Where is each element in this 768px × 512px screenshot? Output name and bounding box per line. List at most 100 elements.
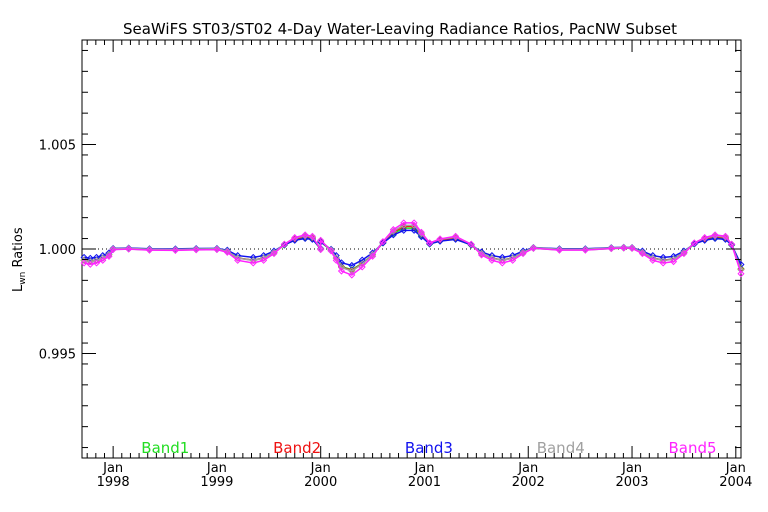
series-point: [436, 235, 444, 243]
series-point: [99, 256, 107, 264]
series-point: [498, 259, 506, 267]
x-tick-month: Jan: [413, 461, 434, 476]
series-point: [369, 252, 377, 260]
series-point: [701, 234, 709, 242]
series-point: [721, 232, 729, 240]
legend-entry-band5: Band5: [669, 439, 717, 457]
series-point: [291, 234, 299, 242]
series-point: [327, 247, 335, 255]
series-point: [728, 240, 736, 248]
series-point: [192, 246, 200, 254]
series-point: [223, 248, 231, 256]
x-tick-year: 2003: [615, 475, 648, 490]
series-point: [638, 250, 646, 258]
x-tick-month: Jan: [621, 461, 642, 476]
series-point: [628, 244, 636, 252]
series-point: [452, 232, 460, 240]
series-point: [92, 259, 101, 267]
series-layer: [80, 219, 745, 279]
series-point: [80, 259, 88, 267]
x-tick-year: 2002: [512, 475, 545, 490]
series-point: [301, 231, 309, 239]
series-point: [400, 226, 408, 234]
series-point: [680, 250, 688, 258]
x-tick-year: 2001: [408, 475, 441, 490]
series-point: [332, 256, 340, 264]
series-point: [171, 246, 179, 254]
series-point: [400, 219, 408, 227]
series-point: [607, 245, 615, 253]
y-axis: 0.995 1.000 1.005: [39, 49, 741, 449]
x-tick-year: 2004: [719, 475, 752, 490]
series-point: [410, 219, 418, 227]
series-point: [620, 244, 628, 252]
x-tick-month: Jan: [206, 461, 227, 476]
x-tick-month: Jan: [725, 461, 746, 476]
series-point: [358, 256, 366, 264]
x-axis: Jan1998Jan1999Jan2000Jan2001Jan2002Jan20…: [86, 40, 752, 490]
legend-entry-band2: Band2: [273, 439, 321, 457]
series-point: [145, 246, 153, 254]
series-point: [426, 239, 434, 247]
series-point: [358, 263, 366, 271]
series-point: [86, 260, 94, 268]
series-point: [452, 233, 460, 241]
series-point: [348, 267, 356, 275]
series-line: [83, 222, 742, 276]
series-line: [83, 224, 742, 272]
series-point: [555, 246, 563, 254]
series-point: [348, 271, 356, 279]
series-point: [680, 248, 688, 256]
series-point: [379, 238, 387, 246]
series-point: [690, 239, 698, 247]
series-point: [488, 256, 496, 264]
x-tick-year: 1999: [200, 475, 233, 490]
legend-entry-band3: Band3: [405, 439, 453, 457]
series-point: [234, 256, 242, 264]
series-point: [417, 228, 425, 236]
series-point: [410, 226, 418, 234]
legend: Band1 Band2 Band3 Band4 Band5: [141, 439, 716, 457]
series-point: [125, 245, 133, 253]
series-point: [509, 256, 517, 264]
y-tick-label: 0.995: [39, 348, 76, 363]
series-point: [529, 244, 537, 252]
legend-entry-band4: Band4: [537, 439, 585, 457]
series-point: [260, 256, 268, 264]
series-point: [659, 259, 667, 267]
series-point: [389, 227, 397, 235]
x-tick-month: Jan: [102, 461, 123, 476]
y-axis-label: Lwn Ratios: [11, 227, 28, 292]
series-point: [270, 250, 278, 258]
series-point: [317, 246, 325, 254]
x-tick-year: 1998: [97, 475, 130, 490]
x-tick-year: 2000: [304, 475, 337, 490]
series-point: [467, 240, 475, 248]
series-band3: [80, 226, 745, 269]
series-point: [249, 259, 257, 267]
series-point: [105, 252, 113, 260]
x-tick-month: Jan: [517, 461, 538, 476]
series-point: [737, 270, 745, 278]
plot-area: [80, 39, 745, 459]
x-tick-month: Jan: [310, 461, 331, 476]
series-band5: [80, 219, 745, 279]
chart-title: SeaWiFS ST03/ST02 4-Day Water-Leaving Ra…: [123, 20, 677, 38]
y-tick-label: 1.000: [39, 243, 76, 258]
series-point: [711, 231, 719, 239]
series-point: [389, 226, 397, 234]
series-point: [581, 246, 589, 254]
y-tick-label: 1.005: [39, 139, 76, 154]
series-point: [213, 246, 221, 254]
series-point: [519, 250, 527, 258]
series-point: [337, 267, 345, 275]
series-point: [670, 258, 678, 266]
series-point: [308, 232, 316, 240]
series-point: [649, 256, 657, 264]
series-point: [478, 251, 486, 259]
series-point: [109, 246, 117, 254]
series-point: [280, 240, 288, 248]
legend-entry-band1: Band1: [141, 439, 189, 457]
series-point: [348, 261, 356, 269]
